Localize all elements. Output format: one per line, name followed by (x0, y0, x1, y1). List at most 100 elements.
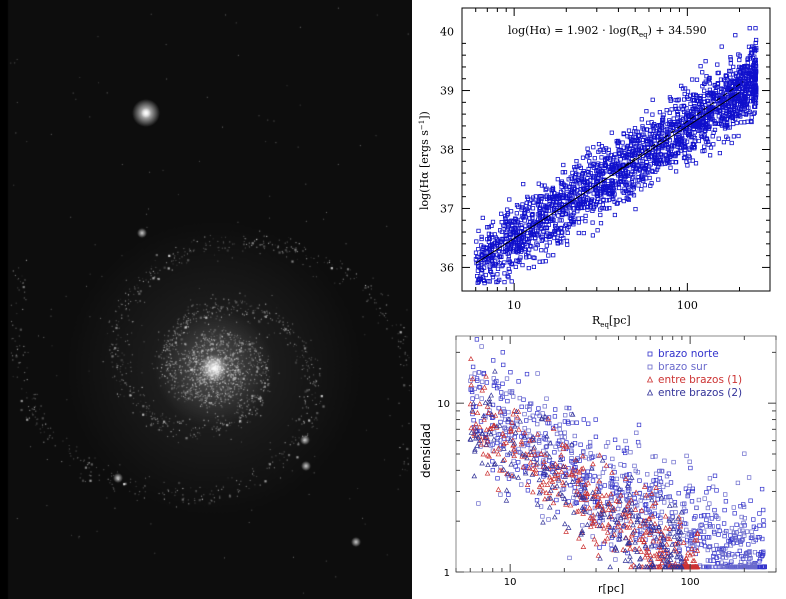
data-point (488, 266, 493, 271)
data-point (753, 76, 759, 81)
data-point (584, 521, 591, 527)
data-point (680, 136, 685, 141)
data-point (502, 224, 507, 229)
data-point (591, 161, 596, 166)
data-point (571, 495, 576, 500)
data-point (675, 528, 682, 535)
data-point (711, 558, 716, 563)
data-point (607, 191, 612, 196)
data-point (588, 451, 593, 456)
data-point (492, 412, 499, 418)
data-point (491, 430, 497, 435)
data-point (486, 399, 493, 405)
data-point (616, 445, 621, 450)
data-point (529, 471, 536, 477)
data-point (552, 223, 558, 229)
data-point (691, 97, 697, 102)
data-point (655, 164, 661, 170)
data-point (612, 212, 617, 218)
data-point (690, 141, 695, 146)
data-point (572, 441, 578, 446)
data-point (675, 515, 681, 521)
data-point (666, 517, 672, 523)
data-point (501, 445, 507, 451)
data-point (595, 191, 600, 196)
data-point (653, 551, 660, 557)
data-point (657, 542, 664, 548)
data-point (635, 528, 640, 534)
data-point (621, 506, 628, 513)
data-point (721, 77, 727, 83)
data-point (580, 507, 587, 513)
data-point (477, 384, 482, 390)
data-point (623, 149, 628, 154)
data-point (684, 139, 690, 144)
data-point (650, 454, 655, 459)
data-point (711, 553, 716, 559)
data-point (724, 91, 729, 96)
data-point (538, 226, 543, 231)
data-point (626, 500, 632, 506)
data-point (483, 272, 488, 278)
data-point (552, 450, 557, 455)
data-point (741, 502, 746, 507)
data-point (555, 238, 560, 243)
data-point (609, 507, 616, 513)
data-point (689, 499, 695, 504)
data-point (508, 245, 513, 250)
data-point (567, 502, 574, 508)
data-point (661, 556, 668, 562)
data-point (728, 61, 733, 66)
data-point (468, 382, 475, 388)
data-point (624, 445, 630, 451)
data-point (658, 515, 663, 520)
data-point (481, 370, 487, 376)
data-point (746, 542, 751, 547)
data-point (711, 142, 716, 147)
data-point (604, 155, 609, 161)
data-point (514, 211, 519, 216)
data-point (691, 528, 696, 533)
data-point (632, 539, 638, 545)
data-point (539, 416, 545, 422)
data-point (575, 184, 580, 189)
data-point (505, 398, 510, 404)
data-point (620, 546, 626, 552)
data-point (499, 254, 504, 259)
data-point (540, 411, 545, 416)
data-point (575, 480, 581, 486)
data-point (728, 543, 734, 548)
data-point (551, 190, 557, 196)
data-point (523, 248, 528, 253)
data-point (591, 492, 598, 498)
data-point (677, 523, 684, 529)
data-point (637, 167, 642, 172)
data-point (481, 275, 486, 280)
data-point (574, 164, 579, 169)
data-point (528, 451, 535, 457)
data-point (597, 497, 603, 503)
y-tick-label: 10 (437, 399, 450, 410)
data-point (507, 269, 512, 274)
data-point (644, 510, 649, 516)
data-point (555, 477, 562, 483)
data-point (700, 564, 706, 570)
data-point (589, 519, 596, 525)
data-point (585, 196, 590, 201)
data-point (645, 472, 650, 477)
data-point (488, 443, 494, 448)
data-point (627, 545, 633, 551)
data-point (546, 517, 551, 522)
data-point (640, 158, 645, 163)
data-point (470, 400, 477, 406)
data-point (648, 556, 654, 562)
data-point (651, 126, 656, 131)
y-tick-label: 38 (440, 144, 454, 157)
data-point (566, 405, 572, 411)
data-point (586, 444, 591, 450)
data-points-2 (467, 337, 767, 570)
data-point (474, 337, 480, 342)
data-point (662, 513, 669, 519)
data-point (476, 401, 483, 407)
data-point (590, 454, 596, 459)
